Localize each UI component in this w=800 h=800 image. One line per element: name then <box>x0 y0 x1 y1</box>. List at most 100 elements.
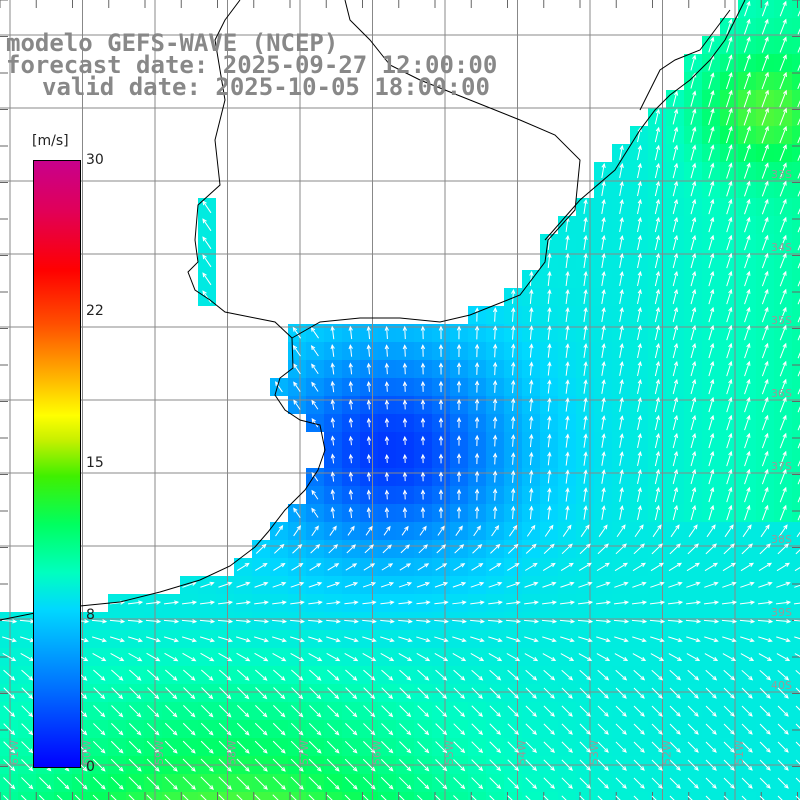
wind-arrow <box>672 253 678 269</box>
wind-cell <box>792 288 800 306</box>
wind-arrow-head <box>619 505 624 511</box>
wind-arrow <box>667 619 683 623</box>
wind-arrow <box>726 505 732 521</box>
wind-arrow-head <box>496 730 502 736</box>
wind-cell <box>792 468 800 486</box>
wind-arrow-head <box>406 563 412 568</box>
wind-arrow <box>236 601 250 605</box>
wind-arrow-head <box>366 435 372 441</box>
wind-arrow-head <box>692 108 697 114</box>
wind-arrow-head <box>711 524 716 530</box>
longitude-label: 55W <box>443 740 456 765</box>
wind-arrow-head <box>514 712 519 717</box>
wind-arrow-head <box>637 360 642 367</box>
wind-cell <box>792 504 800 522</box>
wind-arrow-head <box>280 712 286 718</box>
wind-arrow-head <box>547 234 552 240</box>
wind-arrow-head <box>729 524 734 530</box>
wind-arrow <box>326 582 340 588</box>
wind-arrow-head <box>764 252 769 258</box>
wind-arrow-head <box>785 638 791 643</box>
wind-arrow <box>690 109 696 125</box>
wind-arrow-head <box>388 581 395 587</box>
wind-arrow <box>619 470 623 484</box>
wind-arrow-head <box>298 712 304 718</box>
wind-arrow-head <box>601 270 606 277</box>
wind-arrow-head <box>460 694 466 700</box>
wind-arrow <box>797 514 800 521</box>
wind-arrow-head <box>547 270 552 276</box>
wind-arrow <box>597 543 609 555</box>
wind-arrow-head <box>691 414 697 420</box>
wind-arrow <box>637 470 641 484</box>
wind-arrow <box>512 290 514 304</box>
wind-arrow <box>453 795 459 800</box>
wind-arrow <box>128 722 142 736</box>
wind-arrow <box>547 506 551 520</box>
wind-arrow <box>381 669 393 681</box>
wind-arrow-head <box>442 694 448 700</box>
wind-arrow-head <box>550 748 555 753</box>
wind-arrow-head <box>713 581 719 586</box>
wind-arrow-head <box>497 637 503 643</box>
wind-arrow <box>524 619 538 623</box>
wind-arrow <box>272 601 286 605</box>
wind-arrow-head <box>642 600 648 605</box>
wind-arrow-head <box>782 162 787 168</box>
wind-arrow-head <box>262 730 268 736</box>
wind-arrow <box>583 253 587 269</box>
wind-arrow <box>544 525 554 537</box>
wind-arrow <box>547 253 551 269</box>
wind-arrow <box>708 91 714 107</box>
wind-arrow-head <box>655 360 660 367</box>
wind-arrow-head <box>676 543 681 549</box>
wind-arrow-head <box>784 562 791 567</box>
wind-arrow-head <box>746 450 751 456</box>
wind-arrow-head <box>137 638 143 643</box>
wind-arrow-head <box>262 712 268 718</box>
wind-cell <box>792 198 800 216</box>
wind-arrow-head <box>569 581 575 586</box>
wind-arrow <box>619 362 623 376</box>
valid-date: valid date: 2025-10-05 18:00:00 <box>42 73 490 101</box>
wind-arrow-head <box>496 694 501 699</box>
wind-arrow-head <box>624 619 630 624</box>
wind-cell <box>234 792 252 800</box>
wind-arrow <box>795 549 800 555</box>
wind-arrow-head <box>137 657 143 662</box>
wind-arrow <box>309 563 321 571</box>
wind-arrow-head <box>64 766 70 772</box>
wind-arrow <box>650 636 664 642</box>
wind-arrow-head <box>764 234 769 240</box>
wind-arrow <box>350 418 352 428</box>
wind-arrow <box>328 544 338 554</box>
wind-arrow-head <box>298 694 304 700</box>
wind-arrow-head <box>510 416 516 422</box>
wind-arrow <box>672 163 678 179</box>
wind-arrow-head <box>514 675 520 681</box>
wind-arrow <box>326 740 340 754</box>
wind-arrow <box>272 776 286 790</box>
wind-arrow-head <box>746 504 751 510</box>
wind-arrow <box>399 669 411 681</box>
wind-arrow <box>579 687 591 699</box>
wind-arrow <box>797 388 800 395</box>
wind-arrow-head <box>637 324 642 331</box>
wind-arrow-head <box>192 600 198 605</box>
wind-arrow <box>723 705 735 717</box>
wind-arrow-head <box>786 600 792 605</box>
wind-arrow <box>759 759 771 771</box>
wind-arrow <box>726 253 732 269</box>
wind-arrow-head <box>583 324 588 331</box>
wind-arrow-head <box>605 656 611 662</box>
wind-arrow-head <box>728 342 733 348</box>
wind-arrow <box>779 361 787 377</box>
wind-arrow <box>744 217 750 233</box>
wind-arrow <box>146 740 160 754</box>
wind-arrow-head <box>605 581 611 586</box>
wind-arrow <box>797 226 800 233</box>
wind-arrow-head <box>710 468 715 474</box>
wind-arrow-head <box>492 505 498 512</box>
wind-arrow-head <box>728 360 733 366</box>
wind-arrow-head <box>461 637 467 643</box>
